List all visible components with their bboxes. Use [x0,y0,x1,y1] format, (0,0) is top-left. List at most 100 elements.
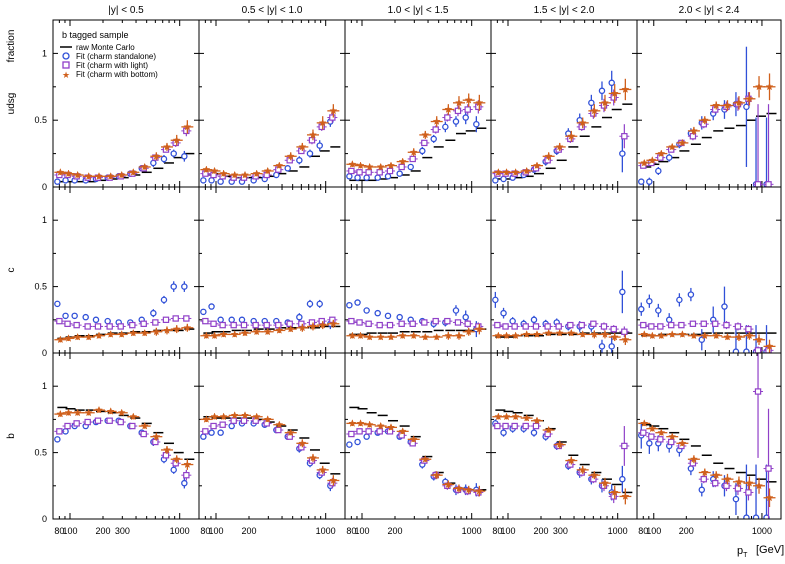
panel-frame [198,352,346,520]
charm-standalone-point [363,433,370,440]
charm-standalone-point [687,291,695,298]
charm-with-light-point [275,426,282,434]
charm-standalone-point [638,305,645,313]
charm-with-bottom-point [398,331,407,340]
charm-with-bottom-point [590,330,599,338]
charm-standalone-point [598,343,606,350]
panel-frame [490,19,638,188]
charm-with-bottom-point [202,415,211,423]
panel-c-4 [490,186,638,354]
x-axis-label-main: p [737,545,743,557]
charm-standalone-point [743,103,750,111]
charm-with-light-point [648,323,655,330]
charm-standalone-point [346,173,353,180]
charm-with-light-point [129,321,136,329]
charm-with-bottom-point [210,331,219,340]
charm-standalone-point [346,441,353,448]
charm-standalone-point [676,296,683,304]
charm-standalone-point [698,486,706,494]
charm-standalone-point [181,283,188,290]
row-label: c [6,268,17,273]
charm-with-light-point [348,430,355,438]
charm-with-light-point [356,319,363,326]
x-tick-label: 80 [346,526,356,536]
charm-with-bottom-point [348,419,357,427]
charm-standalone-point [588,99,595,107]
charm-standalone-point [608,79,615,87]
charm-standalone-point [160,155,168,163]
panel-frame [198,19,346,188]
legend-entry-raw-mc: raw Monte Carlo [76,43,135,52]
charm-standalone-point [638,178,645,185]
charm-standalone-point [492,296,499,304]
charm-standalone-point [462,313,469,321]
charm-with-bottom-point [621,492,630,500]
x-tick-label: 1000 [170,526,190,536]
charm-with-light-point [555,323,562,330]
charm-with-bottom-point [678,138,687,147]
charm-with-light-point [210,320,217,327]
charm-with-bottom-point [117,330,126,338]
x-tick-label: 80 [200,526,210,536]
charm-with-light-point [329,316,336,324]
y-tick-label: 0.5 [34,448,47,458]
charm-with-light-point [376,321,383,329]
charm-with-bottom-point [376,421,385,430]
charm-standalone-point [384,173,392,180]
column-title: |y| < 0.5 [108,5,144,16]
x-tick-label: 80 [638,526,648,536]
charm-with-bottom-point [454,331,464,340]
charm-with-light-point [240,417,248,424]
charm-standalone-point [170,466,177,474]
charm-with-bottom-point [765,493,774,502]
charm-standalone-point [442,123,449,131]
charm-with-bottom-point [712,101,721,109]
charm-with-light-point [64,320,71,327]
charm-with-bottom-point [610,332,619,341]
charm-with-light-point [409,320,416,327]
charm-with-bottom-point [712,331,721,340]
charm-with-light-point [640,321,647,329]
charm-with-light-point [230,417,237,424]
charm-with-bottom-point [475,324,484,333]
charm-with-light-point [183,471,190,479]
charm-with-bottom-point [600,98,610,107]
charm-with-bottom-point [648,331,657,340]
charm-with-bottom-point [678,330,687,338]
charm-with-bottom-point [745,94,754,103]
charm-standalone-point [363,307,370,314]
charm-with-bottom-point [678,438,687,447]
charm-with-light-point [162,452,170,459]
charm-with-light-point [734,323,742,330]
charm-with-light-point [678,321,685,329]
charm-with-bottom-point [454,98,464,107]
charm-with-bottom-point [318,465,327,474]
charm-with-bottom-point [555,440,564,449]
charm-with-bottom-point [275,326,284,334]
charm-standalone-point [82,313,89,321]
charm-with-light-point [94,417,102,424]
charm-standalone-point [530,429,538,436]
charm-with-bottom-point [298,323,307,332]
charm-with-light-point [421,319,428,326]
x-tick-label: 100 [208,526,223,536]
charm-with-bottom-point [532,330,542,338]
charm-with-light-point [409,155,416,163]
charm-with-light-point [494,321,501,329]
charm-with-light-point [202,428,209,435]
charm-with-bottom-point [318,118,327,127]
charm-with-light-point [140,320,147,327]
charm-with-bottom-point [263,166,272,175]
charm-standalone-point [732,348,740,353]
charm-with-bottom-point [73,332,82,341]
panel-c-2 [198,186,346,354]
charm-standalone-point [655,167,662,175]
charm-with-light-point [84,323,91,330]
charm-with-bottom-point [219,169,228,178]
x-tick-label: 100 [62,526,77,536]
charm-with-light-point [356,428,363,435]
charm-with-bottom-point [162,445,172,454]
charm-standalone-point [646,178,653,185]
charm-with-light-point [152,319,159,326]
